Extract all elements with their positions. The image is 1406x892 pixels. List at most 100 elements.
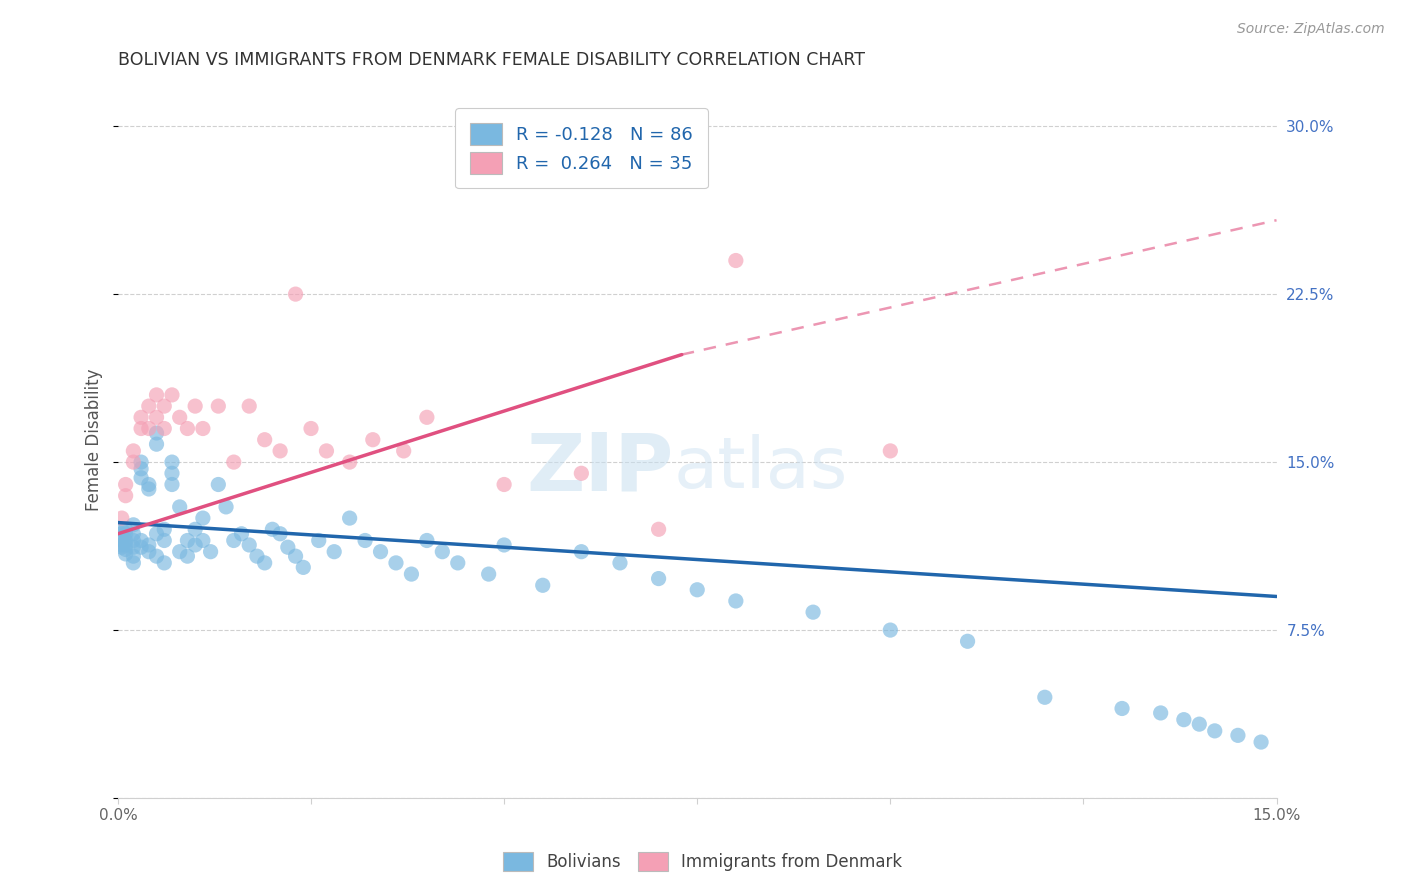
Point	[145, 388, 167, 402]
Point	[569, 544, 592, 558]
Point	[122, 540, 145, 554]
Point	[1226, 728, 1249, 742]
Point	[138, 544, 160, 558]
Text: ZIP: ZIP	[527, 429, 673, 508]
Point	[361, 433, 384, 447]
Point	[494, 477, 516, 491]
Point	[111, 538, 134, 552]
Point	[160, 388, 183, 402]
Point	[153, 421, 176, 435]
Point	[416, 533, 439, 548]
Point	[284, 287, 307, 301]
Point	[222, 533, 245, 548]
Point	[569, 467, 592, 481]
Point	[207, 477, 229, 491]
Point	[315, 443, 337, 458]
Point	[160, 455, 183, 469]
Point	[114, 533, 136, 548]
Point	[1250, 735, 1272, 749]
Point	[284, 549, 307, 564]
Point	[114, 477, 136, 491]
Point	[277, 540, 299, 554]
Point	[370, 544, 392, 558]
Point	[253, 433, 276, 447]
Point	[478, 567, 501, 582]
Point	[432, 544, 454, 558]
Point	[238, 399, 260, 413]
Point	[122, 517, 145, 532]
Point	[169, 544, 191, 558]
Point	[111, 526, 134, 541]
Point	[191, 421, 214, 435]
Point	[114, 547, 136, 561]
Point	[308, 533, 330, 548]
Point	[184, 538, 207, 552]
Point	[122, 526, 145, 541]
Point	[129, 540, 152, 554]
Legend: R = -0.128   N = 86, R =  0.264   N = 35: R = -0.128 N = 86, R = 0.264 N = 35	[456, 108, 707, 188]
Point	[956, 634, 979, 648]
Point	[191, 533, 214, 548]
Point	[207, 399, 229, 413]
Point	[292, 560, 315, 574]
Point	[269, 526, 291, 541]
Point	[145, 549, 167, 564]
Point	[401, 567, 423, 582]
Point	[114, 542, 136, 557]
Point	[724, 594, 747, 608]
Text: atlas: atlas	[673, 434, 848, 503]
Point	[647, 572, 669, 586]
Point	[176, 421, 198, 435]
Point	[114, 538, 136, 552]
Point	[238, 538, 260, 552]
Point	[879, 443, 901, 458]
Point	[200, 544, 222, 558]
Point	[354, 533, 377, 548]
Point	[114, 522, 136, 536]
Point	[801, 605, 824, 619]
Point	[609, 556, 631, 570]
Point	[1173, 713, 1195, 727]
Point	[169, 410, 191, 425]
Point	[191, 511, 214, 525]
Point	[262, 522, 284, 536]
Point	[114, 526, 136, 541]
Point	[184, 522, 207, 536]
Point	[253, 556, 276, 570]
Point	[647, 522, 669, 536]
Point	[169, 500, 191, 514]
Point	[122, 443, 145, 458]
Point	[176, 533, 198, 548]
Point	[111, 522, 134, 536]
Point	[1204, 723, 1226, 738]
Point	[494, 538, 516, 552]
Point	[138, 538, 160, 552]
Text: Source: ZipAtlas.com: Source: ZipAtlas.com	[1237, 22, 1385, 37]
Point	[686, 582, 709, 597]
Point	[145, 425, 167, 440]
Point	[145, 526, 167, 541]
Point	[111, 511, 134, 525]
Point	[153, 522, 176, 536]
Point	[111, 533, 134, 548]
Point	[153, 556, 176, 570]
Point	[269, 443, 291, 458]
Point	[138, 421, 160, 435]
Point	[160, 477, 183, 491]
Point	[184, 399, 207, 413]
Point	[299, 421, 322, 435]
Point	[447, 556, 470, 570]
Point	[392, 443, 415, 458]
Point	[122, 556, 145, 570]
Point	[1188, 717, 1211, 731]
Point	[323, 544, 346, 558]
Point	[138, 399, 160, 413]
Y-axis label: Female Disability: Female Disability	[86, 368, 103, 511]
Point	[339, 455, 361, 469]
Point	[176, 549, 198, 564]
Point	[122, 455, 145, 469]
Point	[145, 410, 167, 425]
Point	[129, 533, 152, 548]
Point	[153, 399, 176, 413]
Point	[129, 462, 152, 476]
